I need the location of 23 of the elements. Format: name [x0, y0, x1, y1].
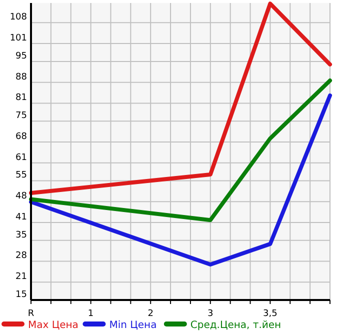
- x-tick-label: 2: [148, 309, 154, 319]
- legend-label: Сред.Цена, т.йен: [190, 320, 282, 331]
- y-tick-label: 95: [16, 51, 27, 62]
- y-tick-label: 48: [16, 192, 28, 202]
- y-tick-label: 75: [16, 111, 27, 122]
- y-tick-label: 68: [16, 132, 28, 142]
- x-tick-label: 3,5: [263, 309, 278, 319]
- y-tick-label: 61: [16, 152, 27, 163]
- y-tick-label: 41: [16, 212, 27, 222]
- x-tick-label: R: [28, 309, 34, 319]
- x-tick-label: 3: [208, 309, 214, 319]
- legend-label: Min Цена: [109, 320, 157, 331]
- y-tick-label: 108: [10, 12, 28, 23]
- y-tick-label: 88: [16, 72, 28, 82]
- y-tick-label: 28: [16, 251, 28, 262]
- y-tick-label: 101: [10, 34, 27, 44]
- legend-label: Max Цена: [28, 320, 78, 331]
- y-tick-label: 35: [16, 230, 27, 240]
- y-tick-label: 81: [16, 93, 27, 104]
- x-tick-label: 1: [88, 309, 94, 319]
- y-tick-label: 55: [16, 170, 27, 181]
- y-tick-label: 15: [16, 290, 27, 300]
- y-tick-label: 21: [16, 272, 27, 282]
